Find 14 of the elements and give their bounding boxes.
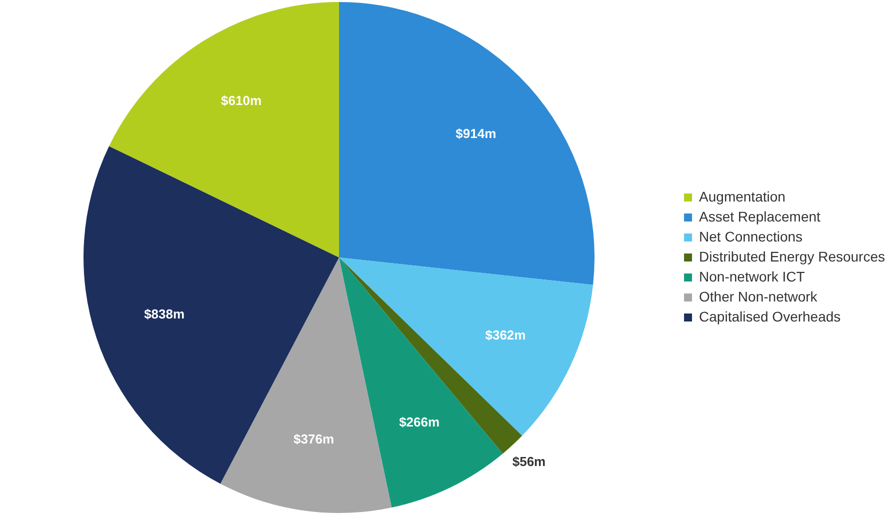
legend-label: Other Non-network (699, 288, 818, 304)
legend-label: Net Connections (699, 228, 803, 244)
data-label: $362m (485, 327, 526, 342)
legend-label: Augmentation (699, 188, 786, 204)
data-label: $56m (512, 454, 546, 470)
legend-label: Capitalised Overheads (699, 308, 841, 324)
data-label: $838m (144, 306, 185, 322)
legend-label: Asset Replacement (699, 208, 821, 224)
data-label: $376m (294, 431, 334, 446)
legend-label: Distributed Energy Resources (699, 248, 886, 264)
data-label: $914m (456, 126, 496, 142)
legend-label: Non-network ICT (699, 268, 806, 284)
data-label: $610m (221, 93, 262, 108)
data-label: $266m (399, 414, 440, 430)
